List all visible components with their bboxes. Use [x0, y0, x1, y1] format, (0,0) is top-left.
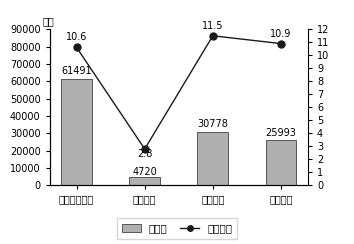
Text: 61491: 61491: [61, 66, 92, 76]
Text: 25993: 25993: [266, 128, 296, 138]
Bar: [61, 79, 92, 185]
Text: 10.9: 10.9: [270, 29, 292, 39]
Bar: [266, 140, 296, 185]
Text: 亿元: 亿元: [42, 16, 54, 26]
Text: 11.5: 11.5: [202, 21, 224, 31]
Legend: 绝对额, 同比增速: 绝对额, 同比增速: [116, 218, 238, 239]
Text: 10.6: 10.6: [66, 32, 87, 42]
Text: 2.8: 2.8: [137, 149, 153, 159]
Text: 4720: 4720: [132, 167, 157, 177]
Text: 30778: 30778: [198, 119, 228, 129]
Bar: [130, 177, 160, 185]
Bar: [198, 132, 228, 185]
